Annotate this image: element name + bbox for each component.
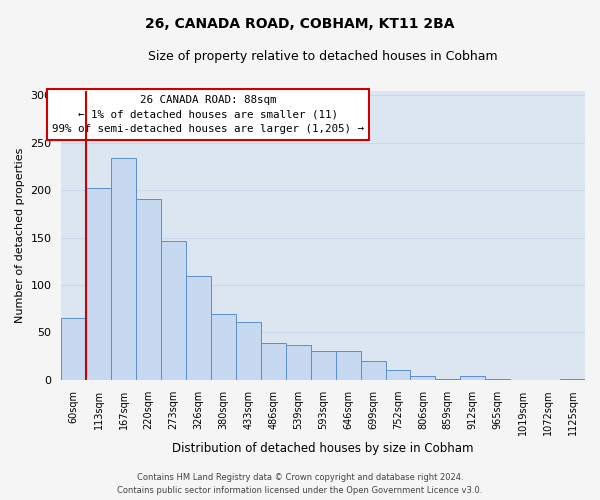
Bar: [386, 370, 410, 380]
Bar: [236, 322, 261, 380]
X-axis label: Distribution of detached houses by size in Cobham: Distribution of detached houses by size …: [172, 442, 474, 455]
Text: Contains HM Land Registry data © Crown copyright and database right 2024.
Contai: Contains HM Land Registry data © Crown c…: [118, 474, 482, 495]
Text: 26 CANADA ROAD: 88sqm
← 1% of detached houses are smaller (11)
99% of semi-detac: 26 CANADA ROAD: 88sqm ← 1% of detached h…: [52, 95, 364, 134]
Bar: [460, 376, 485, 380]
Bar: [311, 352, 335, 380]
Bar: [410, 376, 436, 380]
Bar: [335, 352, 361, 380]
Bar: [111, 158, 136, 380]
Title: Size of property relative to detached houses in Cobham: Size of property relative to detached ho…: [148, 50, 498, 63]
Bar: [61, 318, 86, 380]
Bar: [136, 198, 161, 380]
Bar: [286, 344, 311, 380]
Bar: [436, 379, 460, 380]
Bar: [186, 276, 211, 380]
Bar: [86, 188, 111, 380]
Bar: [161, 242, 186, 380]
Bar: [361, 361, 386, 380]
Bar: [485, 379, 510, 380]
Y-axis label: Number of detached properties: Number of detached properties: [15, 148, 25, 323]
Bar: [560, 379, 585, 380]
Text: 26, CANADA ROAD, COBHAM, KT11 2BA: 26, CANADA ROAD, COBHAM, KT11 2BA: [145, 18, 455, 32]
Bar: [261, 343, 286, 380]
Bar: [211, 314, 236, 380]
